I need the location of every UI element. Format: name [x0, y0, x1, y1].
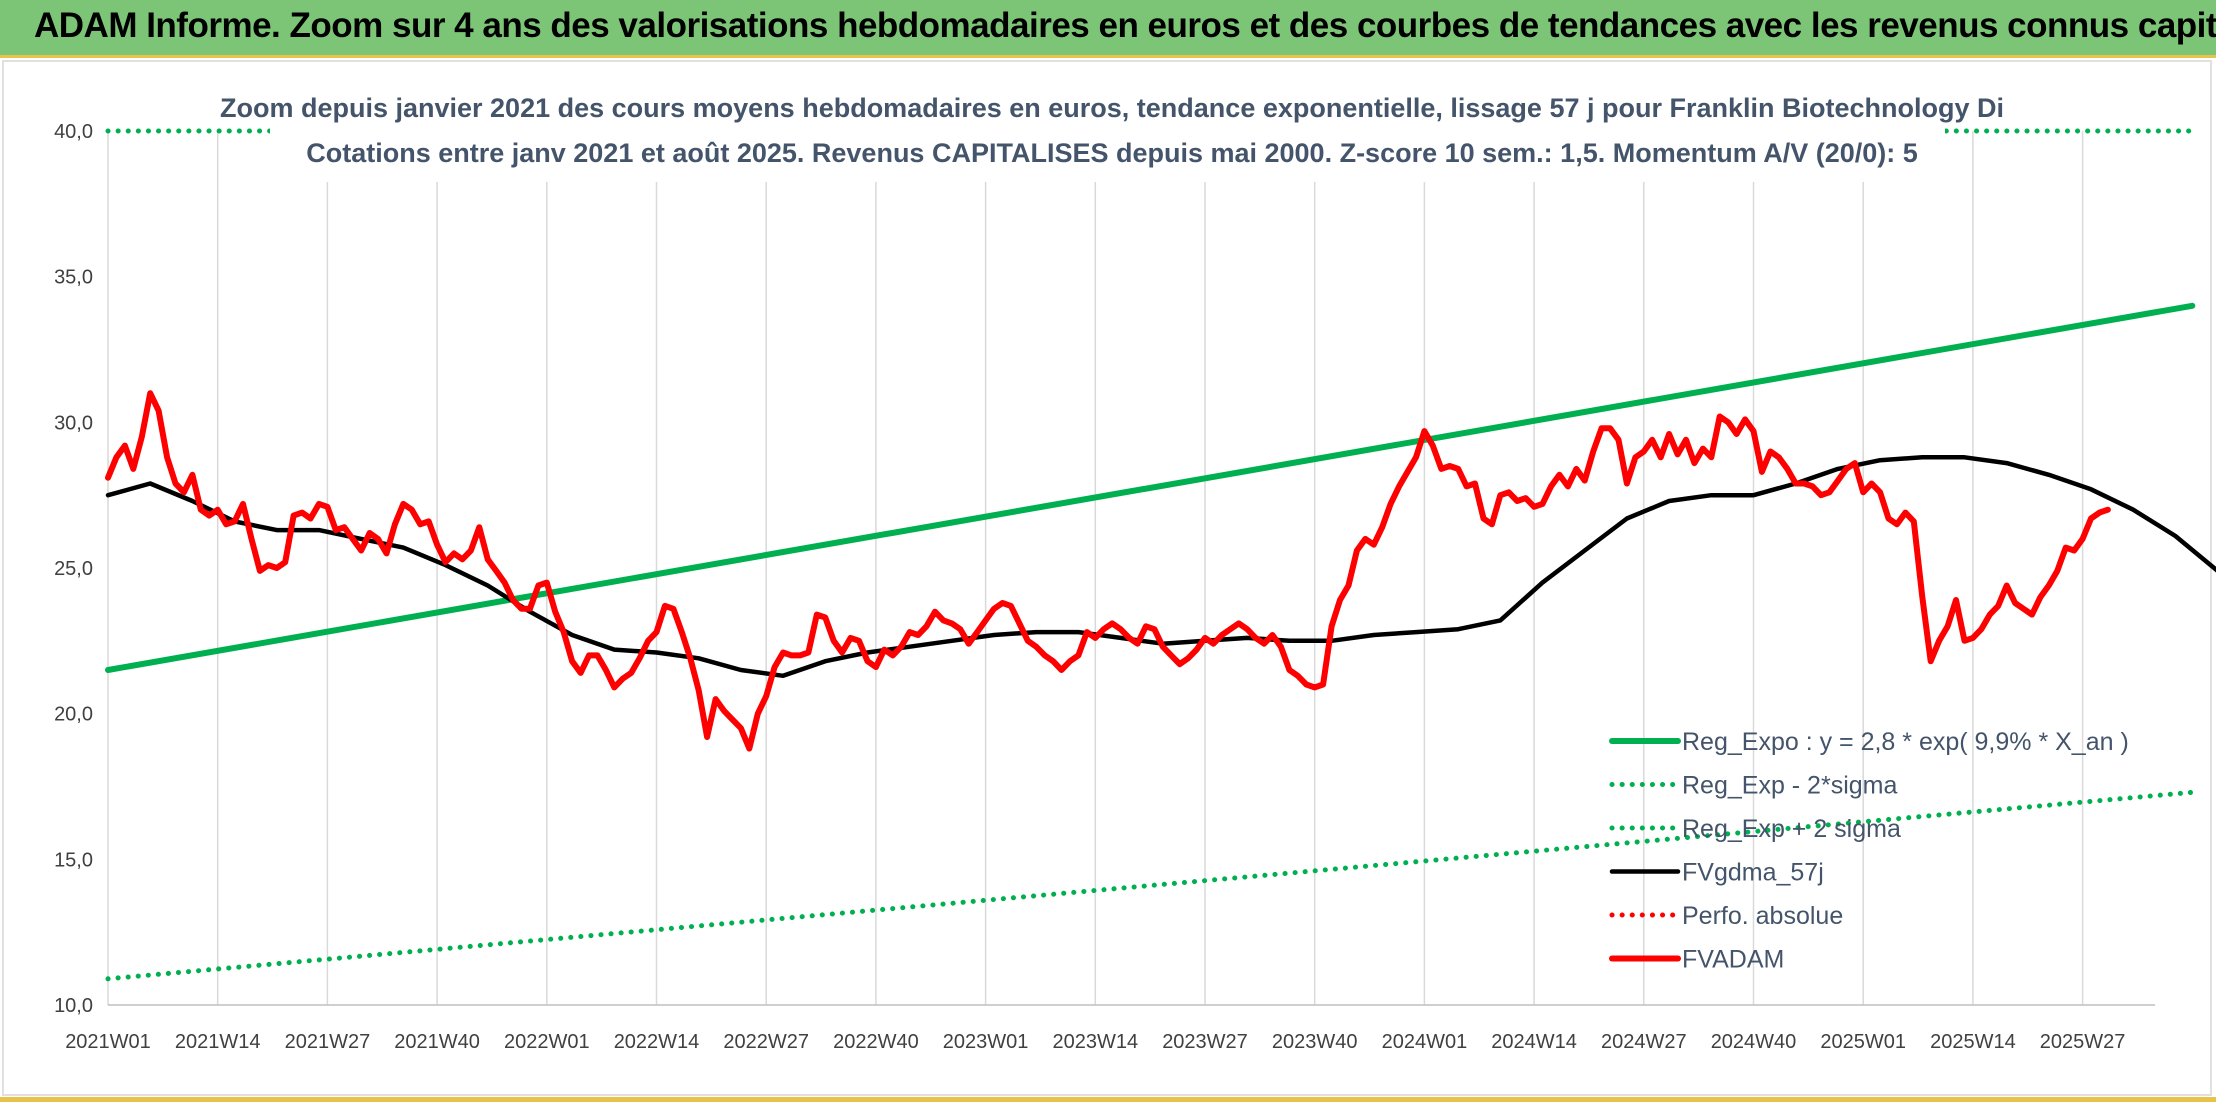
series-fvgdma-57j	[105, 455, 2216, 679]
y-tick-label: 25,0	[54, 558, 93, 580]
x-tick-label: 2024W40	[1711, 1031, 1797, 1053]
legend-label: FVADAM	[1682, 946, 1784, 974]
x-tick-label: 2024W27	[1601, 1031, 1687, 1053]
x-tick-label: 2023W14	[1052, 1031, 1138, 1053]
x-tick-label: 2023W40	[1272, 1031, 1358, 1053]
y-tick-label: 35,0	[54, 267, 93, 289]
series-reg-expo	[105, 302, 2196, 673]
y-tick-label: 30,0	[54, 412, 93, 434]
x-axis: 2021W01 2021W14 2021W27 2021W40 2022W01 2022W…	[65, 1031, 2125, 1053]
x-tick-label: 2021W01	[65, 1031, 151, 1053]
x-tick-label: 2022W27	[723, 1031, 809, 1053]
chart-frame	[2, 60, 2212, 1096]
legend-label: Reg_Exp + 2 sigma	[1682, 815, 1901, 843]
chart-title: Zoom depuis janvier 2021 des cours moyen…	[220, 93, 2004, 123]
x-tick-label: 2022W14	[614, 1031, 700, 1053]
chart-subtitle: Cotations entre janv 2021 et août 2025. …	[306, 138, 1918, 168]
legend-label: FVgdma_57j	[1682, 859, 1824, 887]
series-layer	[105, 128, 2216, 982]
y-tick-label: 40,0	[54, 121, 93, 143]
title-background	[270, 82, 1945, 182]
banner-title: ADAM Informe. Zoom sur 4 ans des valoris…	[34, 6, 2216, 45]
legend: Reg_Expo : y = 2,8 * exp( 9,9% * X_an ) R…	[1609, 728, 2129, 974]
x-tick-label: 2024W01	[1382, 1031, 1468, 1053]
legend-label: Reg_Expo : y = 2,8 * exp( 9,9% * X_an )	[1682, 728, 2129, 756]
y-tick-label: 15,0	[54, 849, 93, 871]
y-tick-label: 10,0	[54, 995, 93, 1017]
x-tick-label: 2024W14	[1491, 1031, 1577, 1053]
x-tick-label: 2021W27	[285, 1031, 371, 1053]
x-tick-label: 2025W27	[2040, 1031, 2126, 1053]
x-tick-label: 2021W14	[175, 1031, 261, 1053]
y-axis: 10,0 15,0 20,0 25,0 30,0 35,0 40,0	[54, 121, 93, 1017]
legend-label: Reg_Exp - 2*sigma	[1682, 772, 1897, 800]
legend-label: Perfo. absolue	[1682, 902, 1843, 930]
x-tick-label: 2025W01	[1820, 1031, 1906, 1053]
x-tick-label: 2021W40	[394, 1031, 480, 1053]
gridlines	[107, 131, 2155, 1006]
y-tick-label: 20,0	[54, 704, 93, 726]
top-banner: ADAM Informe. Zoom sur 4 ans des valoris…	[0, 0, 2216, 58]
x-tick-label: 2023W01	[943, 1031, 1029, 1053]
x-tick-label: 2023W27	[1162, 1031, 1248, 1053]
x-tick-label: 2022W40	[833, 1031, 919, 1053]
x-tick-label: 2025W14	[1930, 1031, 2016, 1053]
x-tick-label: 2022W01	[504, 1031, 590, 1053]
series-fvadam	[105, 390, 2111, 752]
bottom-strip	[0, 1097, 2216, 1102]
